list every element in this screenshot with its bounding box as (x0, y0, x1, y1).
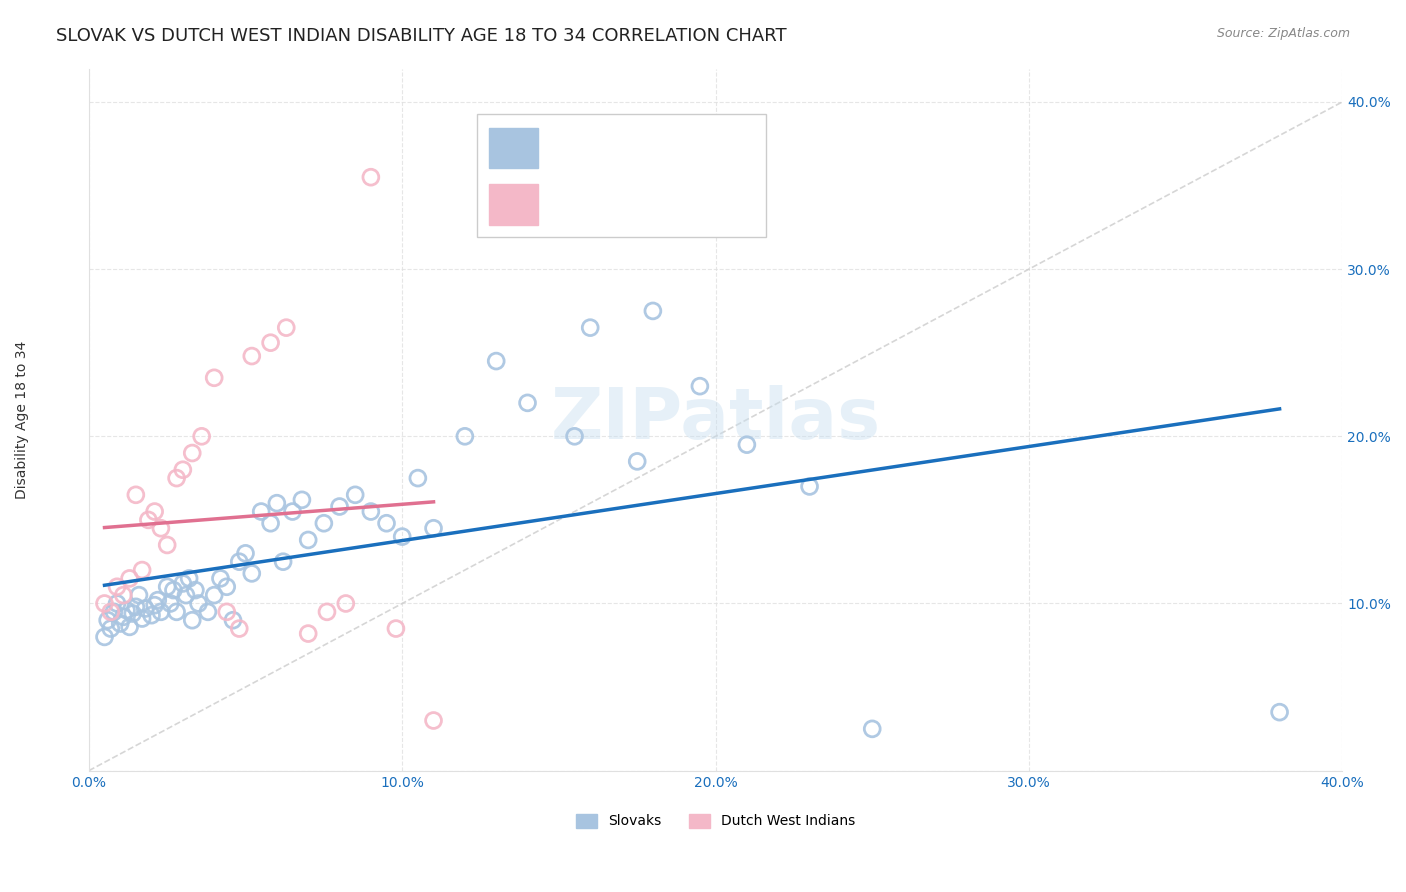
Point (328, 500, 350, 514)
Point (97, 613, 120, 627)
Point (579, 320, 602, 334)
Point (141, 608, 163, 623)
Point (516, 396, 538, 410)
Point (228, 622, 250, 636)
Point (360, 170, 382, 185)
Point (271, 555, 294, 569)
Point (259, 516, 281, 531)
Point (125, 599, 148, 614)
Point (240, 566, 263, 581)
Point (108, 616, 131, 631)
Point (689, 379, 711, 393)
Point (131, 611, 153, 625)
Point (187, 597, 209, 611)
Point (202, 588, 225, 602)
Point (174, 588, 197, 602)
Point (735, 438, 758, 452)
Y-axis label: Disability Age 18 to 34: Disability Age 18 to 34 (15, 341, 30, 499)
Point (105, 597, 128, 611)
Text: ZIPatlas: ZIPatlas (551, 385, 880, 454)
Point (149, 605, 172, 619)
Point (100, 605, 122, 619)
Point (121, 607, 143, 621)
Point (131, 563, 153, 577)
Point (184, 583, 207, 598)
Point (240, 349, 263, 363)
Point (162, 583, 184, 598)
Point (316, 605, 339, 619)
Point (112, 588, 135, 602)
Point (134, 601, 156, 615)
Point (485, 354, 508, 368)
Point (112, 610, 135, 624)
Point (105, 580, 128, 594)
Point (222, 613, 245, 627)
Point (291, 492, 314, 507)
Text: SLOVAK VS DUTCH WEST INDIAN DISABILITY AGE 18 TO 34 CORRELATION CHART: SLOVAK VS DUTCH WEST INDIAN DISABILITY A… (56, 27, 787, 45)
Point (344, 488, 367, 502)
Point (250, 504, 273, 518)
Point (626, 454, 648, 468)
Point (103, 605, 125, 619)
Point (422, 521, 444, 535)
Point (422, 714, 444, 728)
Point (335, 597, 357, 611)
Point (190, 429, 212, 443)
Point (209, 571, 232, 585)
Legend: Slovaks, Dutch West Indians: Slovaks, Dutch West Indians (571, 808, 860, 834)
Point (228, 555, 250, 569)
Text: Source: ZipAtlas.com: Source: ZipAtlas.com (1216, 27, 1350, 40)
Point (197, 605, 219, 619)
Point (166, 605, 188, 619)
Point (159, 597, 181, 611)
Point (297, 533, 319, 547)
Point (166, 471, 188, 485)
Point (799, 479, 821, 493)
Point (115, 603, 138, 617)
Point (172, 463, 194, 477)
Point (100, 622, 122, 636)
Point (149, 521, 172, 535)
Point (312, 516, 335, 531)
Point (860, 722, 883, 736)
Point (146, 593, 169, 607)
Point (93, 597, 115, 611)
Point (276, 320, 298, 334)
Point (143, 504, 166, 518)
Point (1268, 705, 1291, 719)
Point (93, 630, 115, 644)
Point (181, 613, 204, 627)
Point (138, 513, 160, 527)
Point (385, 622, 408, 636)
Point (215, 605, 238, 619)
Point (118, 620, 141, 634)
Point (235, 546, 257, 560)
Point (172, 576, 194, 591)
Point (281, 504, 304, 518)
Point (128, 588, 150, 602)
Point (391, 530, 413, 544)
Point (156, 538, 179, 552)
Point (181, 446, 204, 460)
Point (143, 598, 166, 612)
Point (125, 488, 148, 502)
Point (360, 504, 382, 518)
Point (406, 471, 429, 485)
Point (118, 571, 141, 585)
Point (215, 580, 238, 594)
Point (156, 580, 179, 594)
Point (179, 571, 201, 585)
Point (266, 496, 288, 510)
Point (375, 516, 398, 531)
Point (641, 304, 664, 318)
Point (297, 626, 319, 640)
Point (259, 335, 281, 350)
Point (454, 429, 477, 443)
Point (202, 371, 225, 385)
Point (564, 429, 586, 443)
